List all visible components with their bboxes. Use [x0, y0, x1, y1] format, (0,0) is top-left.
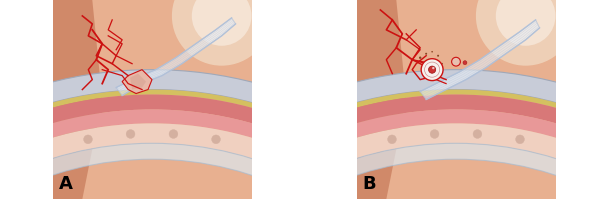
Circle shape [597, 161, 606, 170]
Polygon shape [420, 20, 539, 100]
Circle shape [172, 0, 271, 66]
Wedge shape [272, 109, 608, 171]
Circle shape [516, 135, 524, 144]
Circle shape [192, 0, 252, 46]
Polygon shape [130, 74, 146, 90]
Circle shape [557, 145, 566, 154]
Circle shape [388, 135, 396, 144]
Circle shape [425, 53, 427, 55]
Text: A: A [58, 175, 72, 193]
Wedge shape [264, 95, 608, 159]
FancyBboxPatch shape [356, 0, 556, 199]
Polygon shape [122, 70, 152, 94]
Circle shape [212, 135, 220, 144]
Wedge shape [279, 123, 608, 188]
Circle shape [431, 51, 433, 53]
Wedge shape [299, 143, 608, 196]
Text: B: B [362, 175, 376, 193]
Circle shape [419, 57, 421, 59]
Circle shape [424, 62, 440, 77]
Circle shape [253, 145, 262, 154]
Circle shape [473, 130, 482, 138]
Polygon shape [52, 0, 102, 199]
FancyBboxPatch shape [52, 0, 252, 199]
Circle shape [42, 145, 51, 154]
Circle shape [346, 145, 355, 154]
Polygon shape [116, 18, 235, 96]
Circle shape [293, 161, 302, 170]
Wedge shape [0, 95, 344, 159]
Wedge shape [0, 109, 336, 171]
Wedge shape [0, 70, 356, 141]
Circle shape [306, 161, 315, 170]
Wedge shape [0, 123, 329, 188]
Circle shape [126, 130, 135, 138]
Circle shape [84, 135, 92, 144]
Circle shape [429, 66, 436, 73]
Wedge shape [252, 70, 608, 141]
Circle shape [430, 130, 439, 138]
Circle shape [496, 0, 556, 46]
Wedge shape [0, 143, 309, 196]
Wedge shape [262, 90, 608, 146]
Circle shape [463, 61, 467, 65]
Circle shape [432, 67, 435, 69]
Polygon shape [356, 0, 406, 199]
Circle shape [437, 55, 439, 57]
Circle shape [476, 0, 575, 66]
Circle shape [2, 161, 11, 170]
Circle shape [452, 57, 460, 66]
Circle shape [421, 59, 443, 81]
Circle shape [169, 130, 178, 138]
Circle shape [441, 63, 443, 64]
Wedge shape [0, 90, 346, 146]
